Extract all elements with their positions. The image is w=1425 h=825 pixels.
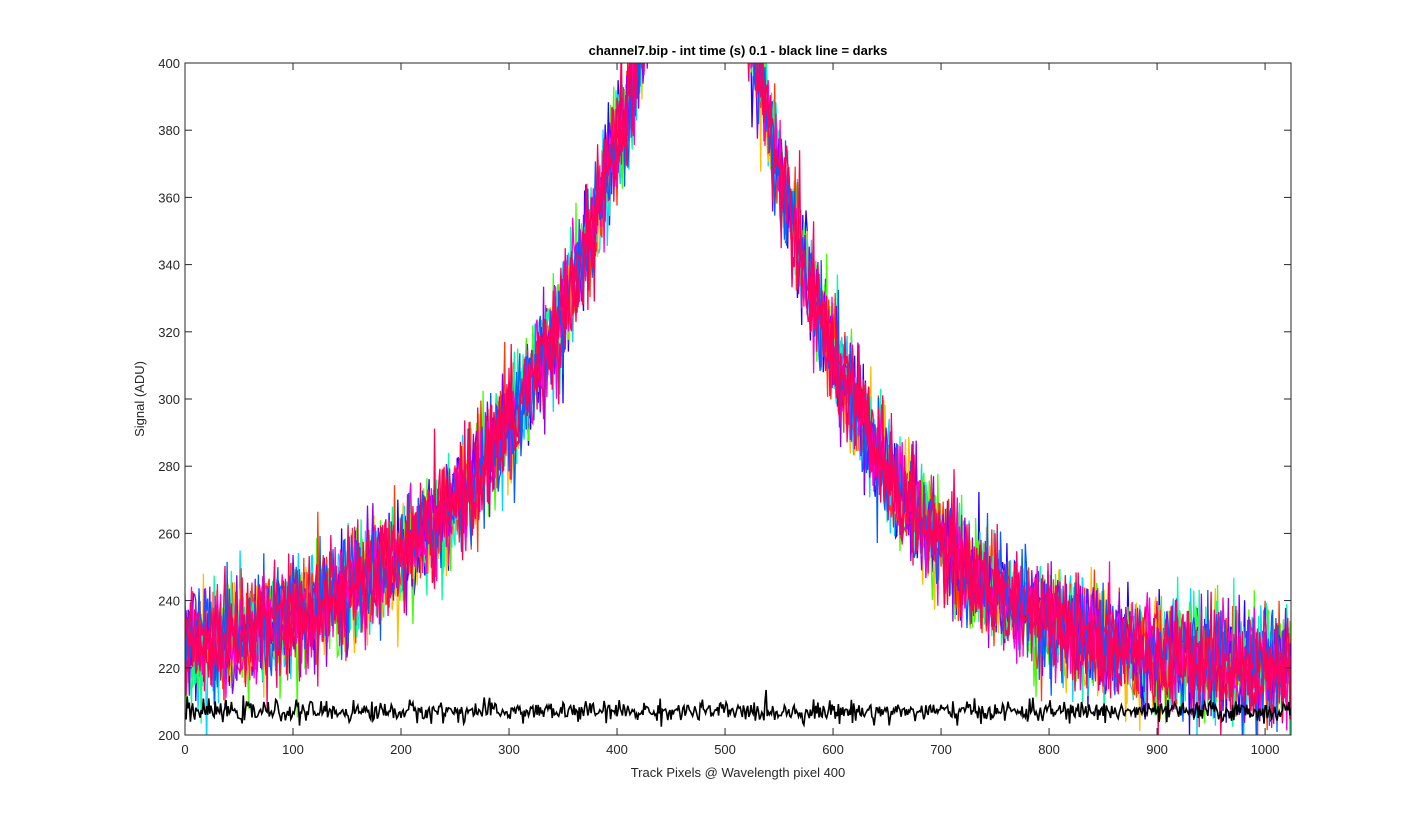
y-tick-label: 220 [158,661,180,676]
x-tick-label: 800 [1038,742,1060,757]
x-tick-label: 100 [282,742,304,757]
y-tick-label: 300 [158,392,180,407]
y-tick-label: 200 [158,728,180,743]
x-tick-label: 700 [930,742,952,757]
x-tick-label: 200 [390,742,412,757]
y-tick-label: 260 [158,526,180,541]
x-axis: 0 100 200 300 400 500 600 700 800 900 1000 [181,63,1280,757]
y-tick-label: 320 [158,325,180,340]
y-tick-label: 340 [158,258,180,273]
y-tick-label: 400 [158,56,180,71]
y-tick-label: 380 [158,123,180,138]
x-tick-label: 400 [606,742,628,757]
x-tick-label: 0 [181,742,188,757]
signal-series-line-9 [185,63,1291,735]
y-axis-label: Signal (ADU) [132,361,147,437]
x-tick-label: 300 [498,742,520,757]
chart-title: channel7.bip - int time (s) 0.1 - black … [589,43,888,58]
signal-series-line-10 [185,63,1291,735]
signal-series-line-6 [185,63,1291,724]
dark-series-line [185,689,1291,728]
x-tick-label: 600 [822,742,844,757]
series-layer [185,63,1291,735]
x-tick-label: 1000 [1251,742,1280,757]
y-tick-label: 280 [158,459,180,474]
y-tick-label: 360 [158,190,180,205]
y-tick-label: 240 [158,594,180,609]
x-tick-label: 500 [714,742,736,757]
y-axis: 200 220 240 260 280 300 320 340 360 380 400 [158,56,1291,743]
x-axis-label: Track Pixels @ Wavelength pixel 400 [631,765,846,780]
x-tick-label: 900 [1146,742,1168,757]
